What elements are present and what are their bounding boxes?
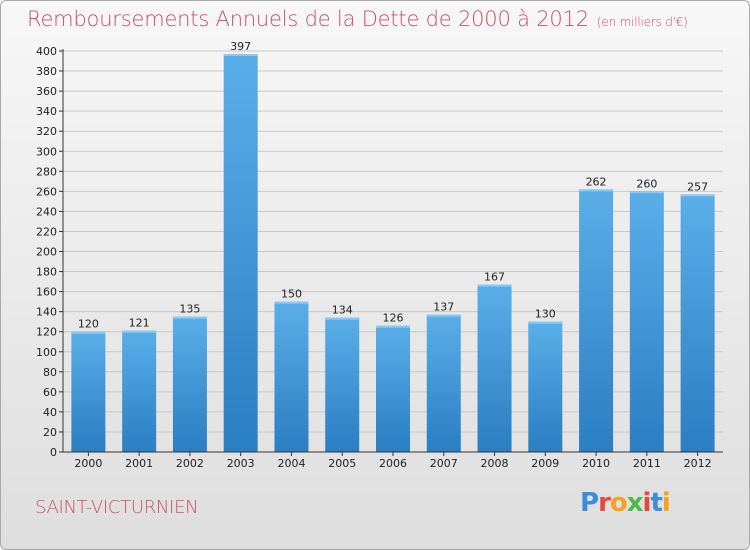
bar bbox=[477, 284, 512, 452]
y-tick-label: 40 bbox=[43, 406, 57, 419]
value-label: 120 bbox=[78, 318, 99, 331]
y-tick-label: 260 bbox=[36, 185, 57, 198]
bar-highlight bbox=[172, 316, 207, 319]
logo-letter: o bbox=[609, 488, 628, 518]
y-axis: 0 20 40 60 80 100 120 140 160 180 200 220 240 260 280 3… bbox=[36, 45, 64, 459]
y-tick-label: 220 bbox=[36, 225, 57, 238]
proxiti-logo: Proxiti bbox=[580, 488, 671, 518]
bar-highlight bbox=[71, 331, 106, 334]
bar-highlight bbox=[579, 189, 614, 192]
y-tick-label: 360 bbox=[36, 85, 57, 98]
bar bbox=[325, 317, 360, 452]
bar bbox=[274, 301, 309, 452]
value-label: 262 bbox=[586, 175, 607, 188]
town-name: SAINT-VICTURNIEN bbox=[35, 497, 199, 518]
chart-title: Remboursements Annuels de la Dette de 20… bbox=[27, 7, 688, 31]
x-tick-label: 2012 bbox=[684, 457, 712, 470]
bar-highlight bbox=[629, 191, 664, 194]
y-tick-label: 120 bbox=[36, 326, 57, 339]
y-tick-label: 60 bbox=[43, 386, 57, 399]
bar bbox=[172, 316, 207, 452]
bar-highlight bbox=[325, 317, 360, 320]
x-tick-label: 2001 bbox=[125, 457, 153, 470]
x-tick-label: 2010 bbox=[582, 457, 610, 470]
bar bbox=[680, 194, 715, 453]
y-tick-label: 300 bbox=[36, 145, 57, 158]
bar-highlight bbox=[680, 194, 715, 197]
logo-letter: t bbox=[650, 488, 662, 518]
bar bbox=[122, 330, 157, 452]
y-tick-label: 80 bbox=[43, 366, 57, 379]
value-label: 135 bbox=[179, 303, 200, 316]
value-label: 134 bbox=[332, 304, 353, 317]
value-label: 167 bbox=[484, 271, 505, 284]
bar bbox=[579, 189, 614, 452]
x-tick-label: 2005 bbox=[328, 457, 356, 470]
bar-highlight bbox=[223, 54, 258, 57]
y-tick-label: 140 bbox=[36, 306, 57, 319]
x-tick-label: 2007 bbox=[430, 457, 458, 470]
logo-letter: i bbox=[642, 488, 652, 518]
value-label: 121 bbox=[129, 317, 150, 330]
y-tick-label: 380 bbox=[36, 65, 57, 78]
logo-letter: r bbox=[598, 488, 611, 518]
y-tick-label: 0 bbox=[50, 446, 57, 459]
bar-highlight bbox=[528, 321, 563, 324]
y-tick-label: 340 bbox=[36, 105, 57, 118]
x-tick-label: 2009 bbox=[531, 457, 559, 470]
bar-highlight bbox=[274, 301, 309, 304]
y-tick-label: 160 bbox=[36, 286, 57, 299]
x-tick-label: 2011 bbox=[633, 457, 661, 470]
y-tick-label: 400 bbox=[36, 45, 57, 58]
bar-highlight bbox=[122, 330, 157, 333]
value-label: 397 bbox=[230, 40, 251, 53]
chart-subtitle: (en milliers d'€) bbox=[596, 15, 688, 29]
value-label: 260 bbox=[636, 177, 657, 190]
bar bbox=[223, 54, 258, 452]
y-tick-label: 180 bbox=[36, 266, 57, 279]
x-tick-label: 2006 bbox=[379, 457, 407, 470]
bars: 120 121 135 397 150 134 126 137 167 130 262 260 257 bbox=[71, 40, 715, 453]
y-tick-label: 320 bbox=[36, 125, 57, 138]
y-tick-label: 20 bbox=[43, 426, 57, 439]
y-tick-label: 200 bbox=[36, 246, 57, 259]
x-tick-label: 2008 bbox=[481, 457, 509, 470]
bar bbox=[528, 321, 563, 452]
chart-title-text: Remboursements Annuels de la Dette de 20… bbox=[27, 7, 589, 31]
value-label: 137 bbox=[433, 301, 454, 314]
x-tick-label: 2002 bbox=[176, 457, 204, 470]
value-label: 126 bbox=[383, 312, 404, 325]
bar-highlight bbox=[426, 314, 461, 317]
y-tick-label: 280 bbox=[36, 165, 57, 178]
x-tick-label: 2000 bbox=[74, 457, 102, 470]
value-label: 150 bbox=[281, 288, 302, 301]
bar bbox=[71, 331, 106, 452]
x-tick-label: 2003 bbox=[227, 457, 255, 470]
bar-highlight bbox=[477, 284, 512, 287]
y-tick-label: 240 bbox=[36, 205, 57, 218]
y-tick-label: 100 bbox=[36, 346, 57, 359]
bar bbox=[629, 191, 664, 452]
logo-letter: P bbox=[580, 488, 599, 518]
x-axis: 2000 2001 2002 2003 2004 2005 2006 2007 2008 2009… bbox=[63, 451, 723, 470]
logo-letter: i bbox=[661, 488, 671, 518]
logo-letter: x bbox=[626, 488, 644, 518]
bar bbox=[426, 314, 461, 452]
value-label: 257 bbox=[687, 180, 708, 193]
x-tick-label: 2004 bbox=[277, 457, 305, 470]
bar-highlight bbox=[376, 325, 410, 328]
value-label: 130 bbox=[535, 308, 556, 321]
bar bbox=[376, 325, 410, 452]
